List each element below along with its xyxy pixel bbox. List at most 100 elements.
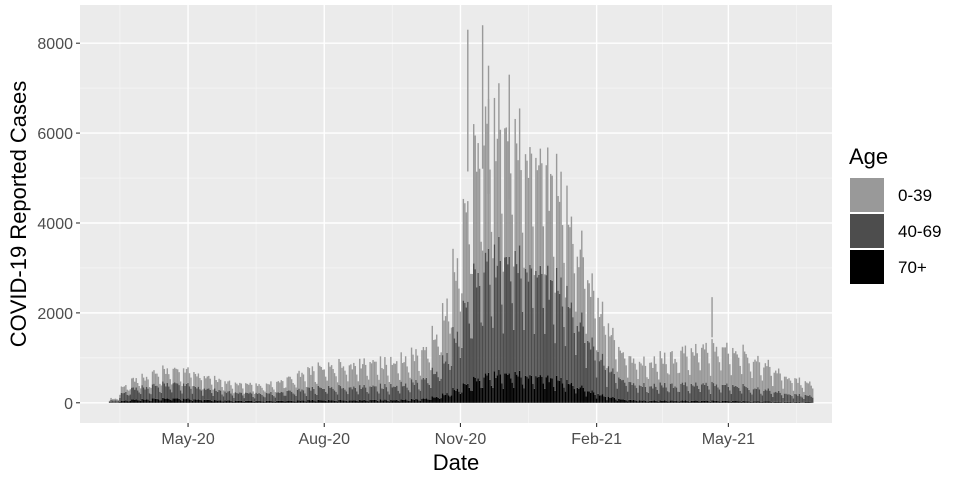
bar-segment-0-39: [348, 365, 351, 388]
bar-segment-0-39: [696, 353, 698, 386]
bar-segment-70+: [433, 397, 435, 403]
bar-segment-0-39: [547, 147, 549, 266]
bar-segment-70+: [524, 375, 527, 403]
bar-segment-0-39: [557, 196, 559, 291]
bar-segment-70+: [353, 400, 355, 403]
bar-segment-70+: [282, 400, 284, 403]
bar-segment-40-69: [202, 395, 204, 402]
bar-segment-0-39: [341, 367, 343, 389]
bar-segment-0-39: [578, 267, 580, 332]
bar-segment-70+: [671, 400, 673, 403]
bar-segment-40-69: [695, 382, 697, 401]
bar-segment-0-39: [807, 383, 809, 396]
bar-segment-40-69: [533, 333, 536, 389]
bar-segment-40-69: [363, 384, 365, 400]
bar-segment-70+: [483, 377, 485, 403]
bar-segment-40-69: [163, 383, 166, 399]
bar-segment-0-39: [400, 352, 402, 382]
bar-segment-40-69: [810, 396, 812, 403]
bar-segment-0-39: [138, 386, 140, 393]
bar-segment-0-39: [727, 353, 730, 387]
bar-segment-70+: [492, 387, 494, 403]
bar-segment-40-69: [399, 393, 401, 402]
bar-segment-0-39: [631, 362, 633, 385]
bar-segment-0-39: [357, 381, 359, 395]
bar-segment-40-69: [541, 273, 543, 377]
bar-segment-40-69: [242, 395, 244, 402]
bar-segment-40-69: [477, 272, 479, 379]
bar-segment-40-69: [421, 379, 423, 399]
bar-segment-0-39: [131, 378, 133, 388]
bar-segment-0-39: [276, 381, 278, 393]
bar-segment-70+: [613, 397, 616, 403]
bar-segment-40-69: [110, 399, 112, 403]
bar-segment-70+: [730, 401, 733, 403]
bar-segment-70+: [342, 400, 345, 403]
peak-spikes-layer: [467, 25, 713, 338]
bar-segment-0-39: [510, 173, 512, 282]
bar-segment-70+: [598, 395, 601, 403]
bar-segment-40-69: [700, 384, 703, 401]
bar-segment-40-69: [801, 397, 804, 403]
bar-segment-40-69: [542, 307, 545, 384]
bar-segment-40-69: [213, 388, 216, 401]
bar-segment-0-39: [208, 375, 210, 389]
bar-segment-70+: [668, 401, 670, 403]
bar-segment-40-69: [573, 332, 576, 390]
x-tick-label: May-21: [702, 431, 755, 448]
bar-segment-40-69: [200, 390, 203, 401]
bar-segment-0-39: [585, 333, 587, 368]
bar-segment-0-39: [803, 391, 805, 399]
bar-segment-0-39: [804, 381, 807, 395]
bar-segment-0-39: [205, 378, 207, 390]
bar-segment-70+: [567, 383, 570, 403]
bar-segment-0-39: [270, 381, 272, 392]
bar-segment-40-69: [422, 377, 425, 399]
bar-segment-0-39: [287, 376, 290, 391]
bar-segment-0-39: [699, 370, 701, 392]
bar-segment-40-69: [468, 323, 470, 388]
bar-segment-70+: [622, 399, 624, 403]
bar-segment-0-39: [594, 318, 596, 361]
bar-segment-70+: [391, 400, 394, 403]
bar-segment-0-39: [473, 124, 475, 264]
bar-segment-70+: [219, 400, 222, 403]
bar-segment-40-69: [367, 393, 370, 402]
bar-segment-70+: [738, 401, 740, 403]
bar-segment-40-69: [290, 391, 293, 401]
bar-segment-70+: [114, 402, 117, 403]
bar-segment-0-39: [530, 153, 533, 269]
bar-segment-0-39: [274, 392, 277, 398]
bar-segment-0-39: [455, 280, 457, 343]
bar-segment-0-39: [182, 368, 185, 384]
bar-segment-40-69: [727, 386, 730, 402]
bar-segment-40-69: [622, 379, 624, 400]
bar-segment-70+: [388, 401, 391, 403]
bar-segment-70+: [666, 401, 669, 403]
bar-segment-70+: [293, 401, 296, 403]
bar-segment-40-69: [313, 388, 315, 401]
bar-segment-40-69: [767, 388, 770, 402]
bar-segment-0-39: [690, 348, 693, 384]
bar-segment-0-39: [242, 388, 244, 396]
bar-segment-40-69: [783, 393, 786, 402]
bar-segment-70+: [404, 399, 407, 403]
bar-segment-70+: [351, 400, 354, 403]
bar-segment-0-39: [573, 273, 576, 333]
bar-segment-70+: [474, 377, 476, 403]
bar-segment-40-69: [351, 389, 354, 401]
bar-segment-70+: [638, 400, 641, 403]
bar-segment-40-69: [403, 385, 405, 400]
bar-segment-70+: [579, 387, 582, 403]
bar-segment-40-69: [139, 394, 142, 401]
bar-segment-40-69: [339, 386, 342, 400]
bar-segment-40-69: [486, 261, 488, 376]
bar-segment-70+: [333, 400, 336, 403]
bar-segment-0-39: [656, 371, 658, 390]
bar-segment-0-39: [144, 380, 146, 390]
bar-segment-40-69: [675, 387, 678, 402]
bar-segment-40-69: [626, 391, 629, 402]
bar-segment-40-69: [329, 387, 331, 401]
bar-segment-40-69: [415, 379, 417, 400]
bar-segment-40-69: [376, 391, 379, 401]
